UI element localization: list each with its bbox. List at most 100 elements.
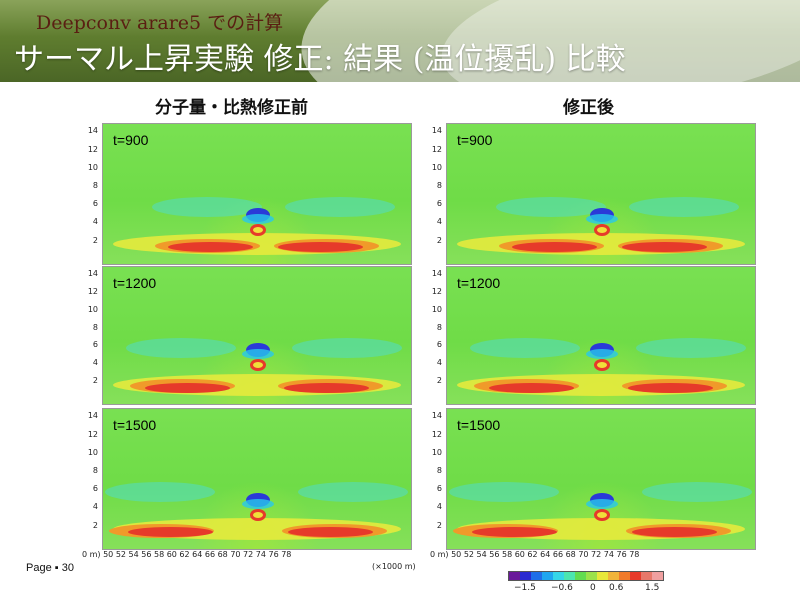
red-band-left bbox=[489, 382, 575, 393]
y-tick-label: 10 bbox=[431, 162, 442, 172]
right-column-heading: 修正後 bbox=[563, 98, 614, 118]
y-tick-label: 6 bbox=[92, 484, 98, 494]
y-tick-label: 12 bbox=[431, 429, 442, 439]
left-panel-3: t=1500 bbox=[102, 408, 412, 550]
time-label: t=1200 bbox=[113, 275, 157, 291]
y-tick-label: 6 bbox=[436, 199, 442, 209]
cyan-wing bbox=[448, 481, 559, 502]
y-tick-label: 2 bbox=[92, 520, 98, 530]
y-tick-label: 14 bbox=[431, 269, 442, 279]
y-tick-label: 4 bbox=[92, 217, 98, 227]
y-tick-label: 2 bbox=[92, 235, 98, 245]
slide-subtitle: Deepconv arare5 での計算 bbox=[36, 12, 284, 34]
y-tick-label: 4 bbox=[436, 502, 442, 512]
colorbar-label-1-5: 1.5 bbox=[645, 583, 660, 593]
y-tick-label: 8 bbox=[436, 466, 442, 475]
cyan-cap-ring bbox=[586, 499, 618, 509]
cyan-wing bbox=[636, 338, 746, 359]
y-tick-label: 10 bbox=[87, 447, 98, 457]
red-band-right bbox=[627, 382, 713, 393]
y-tick-label: 14 bbox=[87, 269, 98, 279]
cyan-wing bbox=[285, 196, 395, 217]
colorbar-label-0-6: 0.6 bbox=[609, 583, 624, 593]
x-axis-unit: (×1000 m) bbox=[372, 562, 416, 571]
y-tick-label: 6 bbox=[436, 484, 442, 494]
colorbar-swatch bbox=[608, 572, 619, 580]
colorbar-swatch bbox=[509, 572, 520, 580]
colorbar-label-neg-1-5: −1.5 bbox=[514, 583, 536, 593]
y-tick-label: 8 bbox=[436, 322, 442, 332]
cyan-wing bbox=[641, 481, 752, 502]
cyan-wing bbox=[297, 481, 408, 502]
left-x-axis: 0 m) 50 52 54 56 58 60 62 64 66 68 70 72… bbox=[82, 550, 292, 559]
cyan-wing bbox=[629, 196, 739, 217]
y-tick-label: 6 bbox=[92, 199, 98, 209]
y-tick-label: 8 bbox=[92, 466, 98, 475]
red-band-left bbox=[127, 527, 213, 538]
right-x-axis: 0 m) 50 52 54 56 58 60 62 64 66 68 70 72… bbox=[430, 550, 640, 559]
red-band-left bbox=[471, 527, 557, 538]
colorbar-swatch bbox=[597, 572, 608, 580]
red-band-left bbox=[145, 382, 231, 393]
slide-header: Deepconv arare5 での計算 サーマル上昇実験 修正: 結果 (温位… bbox=[0, 0, 800, 82]
cyan-wing bbox=[104, 481, 215, 502]
y-tick-label: 8 bbox=[92, 181, 98, 190]
right-panel-1: t=900 bbox=[446, 123, 756, 265]
y-tick-label: 8 bbox=[436, 181, 442, 190]
colorbar-swatch bbox=[586, 572, 597, 580]
y-tick-label: 4 bbox=[92, 502, 98, 512]
y-tick-label: 14 bbox=[87, 126, 98, 136]
yellow-core bbox=[253, 227, 263, 233]
slide-title: サーマル上昇実験 修正: 結果 (温位擾乱) 比較 bbox=[14, 42, 626, 77]
colorbar-label-zero: 0 bbox=[590, 583, 596, 593]
left-column-heading: 分子量・比熱修正前 bbox=[155, 98, 308, 118]
y-tick-label: 12 bbox=[87, 144, 98, 154]
y-tick-label: 6 bbox=[436, 340, 442, 350]
red-band-right bbox=[631, 527, 717, 538]
page-number: Page ▪ 30 bbox=[26, 562, 74, 574]
y-tick-label: 2 bbox=[436, 520, 442, 530]
colorbar-swatch bbox=[575, 572, 586, 580]
y-tick-label: 12 bbox=[431, 287, 442, 297]
y-tick-label: 10 bbox=[431, 304, 442, 314]
cyan-cap-ring bbox=[242, 499, 274, 509]
y-tick-label: 4 bbox=[436, 358, 442, 368]
time-label: t=900 bbox=[457, 132, 493, 148]
right-panel-2: t=1200 bbox=[446, 266, 756, 405]
colorbar-swatch bbox=[619, 572, 630, 580]
colorbar-label-neg-0-6: −0.6 bbox=[551, 583, 573, 593]
cyan-cap-ring bbox=[586, 214, 618, 224]
yellow-core bbox=[597, 227, 607, 233]
cyan-cap-ring bbox=[586, 349, 618, 360]
cyan-wing bbox=[496, 196, 606, 217]
cyan-wing bbox=[125, 338, 236, 359]
cyan-cap-ring bbox=[242, 214, 274, 224]
cyan-wing bbox=[152, 196, 262, 217]
colorbar-swatch bbox=[553, 572, 564, 580]
y-tick-label: 10 bbox=[431, 447, 442, 457]
red-band-right bbox=[287, 527, 373, 538]
colorbar-swatch bbox=[641, 572, 652, 580]
colorbar-swatch bbox=[630, 572, 641, 580]
red-band-left bbox=[511, 242, 597, 253]
right-panel-3: t=1500 bbox=[446, 408, 756, 550]
colorbar-swatch bbox=[520, 572, 531, 580]
y-tick-label: 10 bbox=[87, 162, 98, 172]
y-tick-label: 2 bbox=[436, 376, 442, 386]
time-label: t=1200 bbox=[457, 275, 501, 291]
colorbar-swatch bbox=[652, 572, 663, 580]
y-tick-label: 2 bbox=[92, 376, 98, 386]
y-tick-label: 14 bbox=[431, 126, 442, 136]
y-tick-label: 12 bbox=[87, 287, 98, 297]
y-tick-label: 4 bbox=[92, 358, 98, 368]
colorbar bbox=[508, 571, 664, 581]
time-label: t=1500 bbox=[457, 417, 501, 433]
y-tick-label: 10 bbox=[87, 304, 98, 314]
cyan-wing bbox=[292, 338, 402, 359]
y-tick-label: 12 bbox=[431, 144, 442, 154]
red-band-right bbox=[622, 242, 708, 253]
yellow-core bbox=[597, 362, 607, 369]
y-tick-label: 4 bbox=[436, 217, 442, 227]
time-label: t=1500 bbox=[113, 417, 157, 433]
yellow-core bbox=[253, 512, 263, 518]
